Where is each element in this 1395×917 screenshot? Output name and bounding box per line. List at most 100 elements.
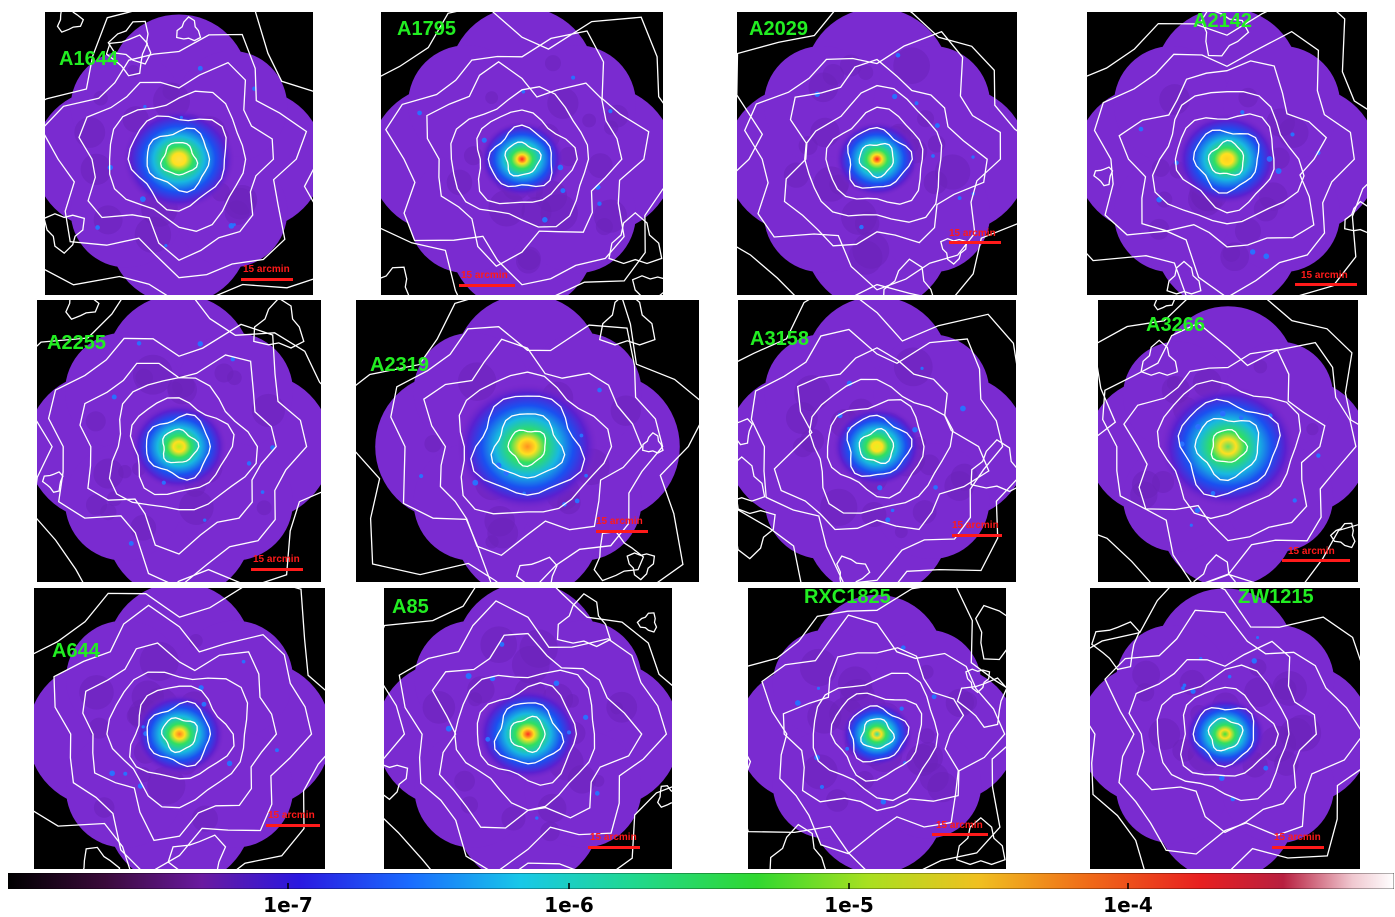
scale-bar-line [932,833,988,836]
contour-line [504,141,542,177]
mottle [1234,218,1262,245]
contours [748,588,1006,869]
mottle [592,774,605,787]
mottle [80,153,112,185]
cluster-core [835,121,919,197]
scale-bar-line [596,530,648,533]
cluster-name-label: A2142 [1193,12,1252,32]
point-source [1263,253,1270,260]
point-source [892,93,898,100]
mottle [1161,375,1190,404]
point-source [179,115,183,120]
contour-line [626,552,656,581]
cluster-core [479,121,565,198]
mottle [135,368,153,387]
panel-a85: A85 15 arcmin [384,588,672,869]
cluster-image [737,12,1017,295]
point-source [1156,196,1162,203]
scale-bar-line [241,278,293,281]
contour-line [956,677,1006,729]
contours [381,12,663,295]
point-source [553,680,560,687]
contour-line [108,90,247,232]
mottle [852,231,890,269]
point-source [597,201,602,206]
point-source [971,155,975,159]
contour-line [636,612,658,633]
contour-line [45,33,308,279]
contour-line [1192,129,1260,194]
contour-line [82,846,121,869]
contour-line [423,338,643,557]
contour-line [146,700,212,768]
contours [45,12,313,295]
contour-line [1180,686,1279,777]
mottle [256,500,272,516]
contour-line [105,34,149,77]
mottle [798,136,818,156]
contour-line [556,592,612,648]
mottle [544,55,561,72]
mottle [1151,159,1170,177]
mottle [1238,87,1258,108]
contour-line [1093,166,1114,187]
cluster-name-label: RXC1825 [804,588,891,608]
cluster-name-label: A2255 [47,332,106,354]
contours [384,588,672,869]
mottle [587,153,613,179]
mottle [906,744,938,777]
scale-bar-label: 15 arcmin [936,820,983,831]
scale-bar-line [251,568,303,571]
contour-line [127,115,227,212]
point-source [246,461,252,466]
point-source [521,89,526,94]
panel-a644: A644 15 arcmin [34,588,325,869]
mottle [912,500,937,525]
contours [737,12,1017,295]
contour-line [1091,621,1141,671]
scale-bar-label: 15 arcmin [243,264,290,275]
contour-line [783,58,988,247]
point-source [584,473,588,478]
contour-line [1207,717,1244,752]
mottle [179,490,214,525]
cluster-image [738,300,1016,582]
point-source [571,75,576,80]
mottle [93,205,123,235]
contour-line [470,395,586,496]
contour-line [167,834,227,869]
point-source [579,433,584,438]
contour-line [769,823,826,869]
colorbar-tick-label: 1e-4 [1103,893,1153,917]
point-source [535,816,539,820]
mottle [567,765,597,794]
mottle [822,63,845,86]
contour-line [965,668,991,694]
mottle [605,104,629,128]
mottle [446,169,473,196]
contour-line [41,471,64,494]
mottle [85,411,106,432]
contour-line [1118,60,1328,248]
scale-bar-line [1272,846,1324,849]
contour-line [738,300,1016,582]
contour-line [1090,588,1360,869]
point-source [1251,658,1257,664]
contour-line [385,30,650,286]
mottle [139,641,179,681]
contour-line [107,20,152,65]
point-source [574,498,580,504]
contour-line [82,642,278,842]
mottle [1253,359,1268,374]
point-source [594,791,600,796]
contours [1090,588,1360,869]
contour-line [738,508,776,560]
contour-line [37,300,321,582]
mottle [1306,423,1319,436]
point-source [419,474,424,479]
mottle [1130,481,1158,509]
contour-line [1087,12,1367,295]
cluster-core [131,403,227,490]
point-source [934,123,940,129]
point-source [931,154,935,158]
